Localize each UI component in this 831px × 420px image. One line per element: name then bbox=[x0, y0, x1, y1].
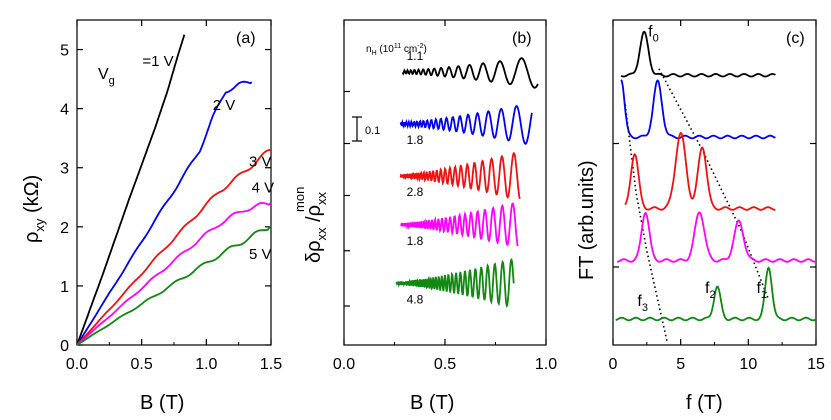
x-tick-label: 15 bbox=[807, 356, 825, 373]
panel-b: 0.0 0.5 1.0 1.1 1.8 2.8 1.8 4.8 (b) nH (1011 c… bbox=[292, 19, 557, 414]
x-tick-label: 0.5 bbox=[131, 356, 153, 373]
y-tick-label: 1 bbox=[60, 279, 69, 296]
series-line bbox=[620, 30, 776, 78]
series-line bbox=[615, 266, 817, 322]
panel-b-ylabel: δρxx /ρxxmon bbox=[292, 187, 329, 263]
series-line bbox=[401, 57, 539, 89]
peak-label: f1 bbox=[756, 280, 767, 301]
x-tick-label: 0.0 bbox=[333, 356, 355, 373]
y-tick-label: 5 bbox=[60, 43, 69, 60]
y-tick-label: 0 bbox=[60, 338, 69, 355]
series-line bbox=[76, 148, 272, 346]
series-label: 5 V bbox=[249, 246, 272, 263]
series-line bbox=[620, 79, 776, 140]
peak-label: f3 bbox=[637, 293, 648, 314]
density-label: 2.8 bbox=[407, 185, 424, 199]
series-label: 2 V bbox=[213, 97, 236, 114]
panel-a-label: (a) bbox=[236, 30, 256, 47]
series-line bbox=[76, 34, 186, 346]
series-line bbox=[399, 151, 521, 200]
density-label: 1.8 bbox=[407, 133, 424, 147]
panel-a-legend-prefix: Vg bbox=[98, 66, 115, 87]
density-header: nH (1011 cm-2) bbox=[366, 43, 427, 57]
series-line bbox=[624, 131, 776, 211]
series-label: =1 V bbox=[142, 53, 173, 70]
guide-dotted-line bbox=[624, 104, 668, 342]
scale-bar: 0.1 bbox=[352, 116, 380, 142]
panel-c-label: (c) bbox=[786, 30, 805, 47]
panel-a-ylabel: ρxy (kΩ) bbox=[21, 175, 47, 243]
series-label: 3 V bbox=[249, 154, 272, 171]
peak-label: f0 bbox=[648, 23, 659, 44]
density-label: 1.1 bbox=[407, 49, 424, 63]
series-line bbox=[76, 80, 253, 346]
x-tick-label: 1.0 bbox=[195, 356, 217, 373]
x-tick-label: 1.0 bbox=[535, 356, 557, 373]
series-line bbox=[395, 257, 515, 308]
y-tick-label: 2 bbox=[60, 220, 69, 237]
series-label: 4 V bbox=[252, 180, 275, 197]
scale-bar-label: 0.1 bbox=[365, 125, 380, 137]
series-line bbox=[76, 201, 272, 346]
series-line bbox=[400, 202, 519, 247]
x-tick-label: 10 bbox=[739, 356, 757, 373]
y-tick-label: 3 bbox=[60, 161, 69, 178]
series-line bbox=[616, 211, 817, 263]
x-tick-label: 0.0 bbox=[66, 356, 88, 373]
x-tick-label: 5 bbox=[676, 356, 685, 373]
y-tick-label: 4 bbox=[60, 102, 69, 119]
panel-c-xlabel: f (T) bbox=[686, 392, 723, 414]
series-line bbox=[399, 105, 533, 145]
peak-label: f2 bbox=[705, 280, 716, 301]
panel-c: 0 5 10 15 f0 f1 f2 f3 (c) f (T) FT (arb.units) bbox=[576, 19, 825, 414]
x-tick-label: 0.5 bbox=[434, 356, 456, 373]
series-line bbox=[76, 225, 272, 346]
density-label: 4.8 bbox=[407, 292, 424, 306]
density-label: 1.8 bbox=[407, 234, 424, 248]
panel-b-xlabel: B (T) bbox=[410, 392, 454, 414]
panel-a-xlabel: B (T) bbox=[140, 392, 184, 414]
x-tick-label: 1.5 bbox=[260, 356, 282, 373]
panel-b-label: (b) bbox=[512, 30, 532, 47]
panel-c-ylabel: FT (arb.units) bbox=[576, 160, 598, 280]
guide-dotted-line bbox=[658, 68, 770, 300]
x-tick-label: 0 bbox=[609, 356, 618, 373]
